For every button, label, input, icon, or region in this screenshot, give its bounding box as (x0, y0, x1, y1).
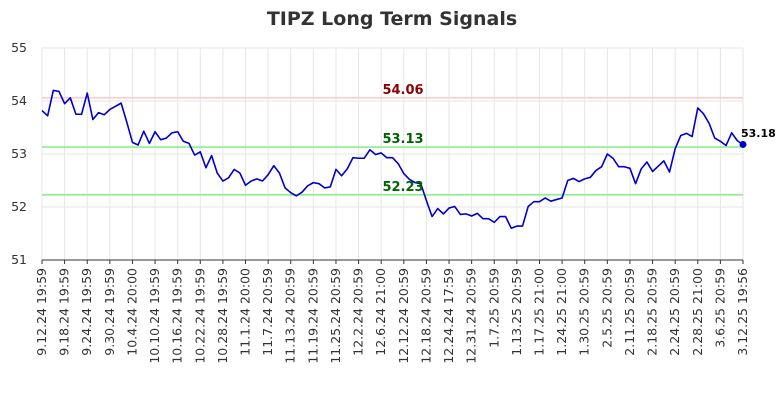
x-tick-label: 11.1.24 20:00 (238, 268, 253, 356)
x-tick-label: 12.12.24 20:59 (396, 268, 411, 364)
reference-line-label: 54.06 (382, 83, 423, 98)
x-tick-label: 1.30.25 20:59 (577, 268, 592, 356)
reference-line-label: 52.23 (382, 180, 423, 195)
y-tick-label: 55 (11, 40, 27, 55)
x-tick-label: 1.7.25 20:59 (486, 268, 501, 348)
x-tick-label: 11.25.24 20:59 (328, 268, 343, 364)
chart-title: TIPZ Long Term Signals (267, 8, 517, 30)
x-tick-label: 9.30.24 19:59 (102, 268, 117, 356)
x-tick-label: 2.11.25 20:59 (622, 268, 637, 356)
last-point-marker (739, 140, 747, 148)
x-tick-label: 10.10.24 19:59 (147, 268, 162, 364)
x-tick-label: 12.6.24 21:00 (373, 268, 388, 356)
x-tick-label: 2.5.25 20:59 (599, 268, 614, 348)
grid (41, 47, 744, 261)
x-tick-label: 12.24.24 17:59 (441, 268, 456, 364)
labels: 54.06 53.13 52.23 53.18 (382, 83, 775, 195)
x-tick-label: 1.17.25 21:00 (531, 268, 546, 356)
x-tick-label: 11.7.24 20:59 (260, 268, 275, 356)
x-tick-label: 12.31.24 20:59 (464, 268, 479, 364)
x-tick-label: 3.6.25 20:59 (712, 268, 727, 348)
last-value-label: 53.18 (741, 127, 776, 140)
x-tick-label: 1.24.25 21:00 (554, 268, 569, 356)
x-tick-label: 3.12.25 19:56 (735, 268, 750, 356)
y-tick-label: 53 (11, 146, 27, 161)
series-line (41, 89, 744, 229)
x-tick-label: 10.22.24 19:59 (192, 268, 207, 364)
axes: 51 52 53 54 55 9.12.24 19:59 9.18.24 19:59 9.24… (11, 40, 750, 364)
x-tick-label: 2.28.25 21:00 (690, 268, 705, 356)
x-tick-label: 11.19.24 20:59 (305, 268, 320, 364)
series-layer (41, 89, 747, 229)
x-tick-label: 12.2.24 20:59 (351, 268, 366, 356)
x-tick-label: 9.12.24 19:59 (34, 268, 49, 356)
y-tick-label: 52 (11, 199, 27, 214)
x-tick-label: 12.18.24 20:59 (418, 268, 433, 364)
x-tick-label: 1.13.25 20:59 (509, 268, 524, 356)
x-tick-label: 9.24.24 19:59 (79, 268, 94, 356)
x-tick-label: 9.18.24 19:59 (57, 268, 72, 356)
x-tick-label: 10.16.24 19:59 (170, 268, 185, 364)
reference-lines (42, 97, 743, 196)
reference-line-label: 53.13 (382, 132, 423, 147)
x-tick-label: 10.4.24 20:00 (124, 268, 139, 356)
y-tick-label: 51 (11, 252, 27, 267)
x-tick-label: 2.18.25 20:59 (645, 268, 660, 356)
y-tick-label: 54 (11, 93, 27, 108)
x-tick-label: 11.13.24 20:59 (283, 268, 298, 364)
x-tick-label: 2.24.25 20:59 (667, 268, 682, 356)
x-tick-label: 10.28.24 19:59 (215, 268, 230, 364)
